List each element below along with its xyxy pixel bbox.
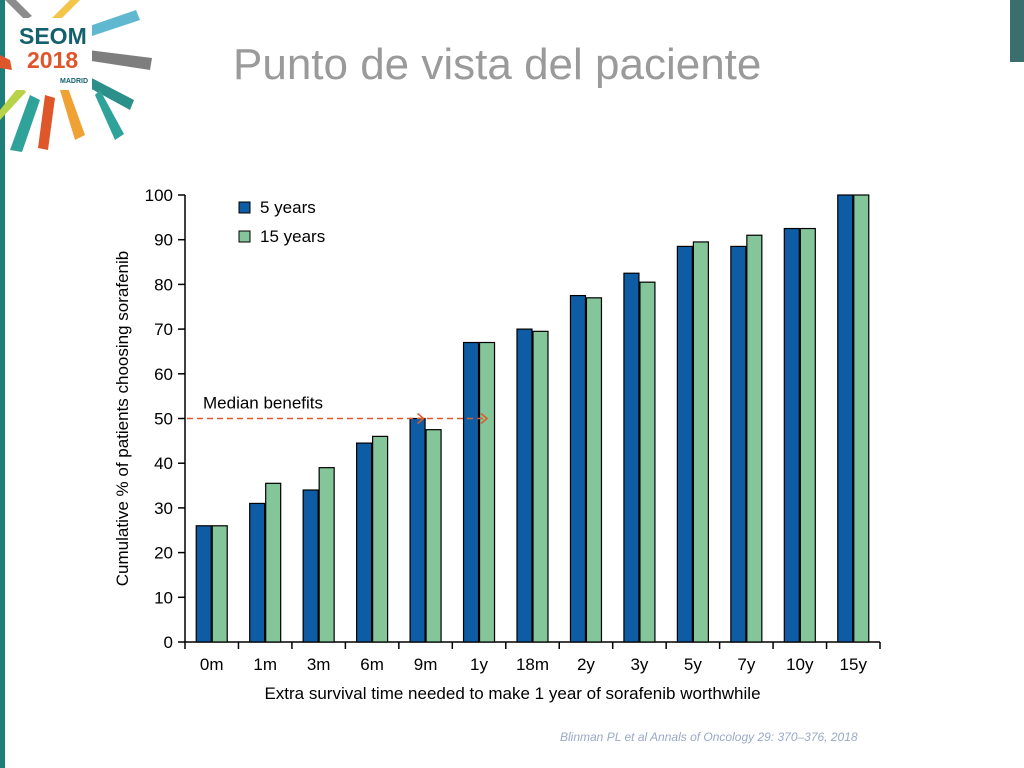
- median-arrowhead-9m: [417, 412, 425, 425]
- bar-5-years-1m: [249, 502, 266, 643]
- x-tick-label: 6m: [360, 655, 384, 674]
- bar-5-years-3y: [623, 272, 640, 643]
- bar-5-years-10y: [783, 227, 800, 643]
- bar-5-years-15y: [837, 194, 854, 643]
- logo-text-seom: SEOM: [19, 23, 87, 49]
- bar-15-years-6m: [372, 435, 389, 643]
- bar-chart: 0 10 20 30 40 50 60 70 80 90 100 0m 1m 3m 6m 9m 1y 18m 2y 3…: [113, 186, 881, 703]
- x-tick-label: 15y: [840, 655, 868, 674]
- bar-15-years-10y: [799, 227, 816, 643]
- x-tick-label: 1y: [470, 655, 488, 674]
- bar-15-years-1y: [478, 341, 496, 643]
- bar-5-years-3m: [302, 489, 319, 643]
- x-tick-label: 5y: [684, 655, 702, 674]
- logo-text-year: 2018: [27, 47, 78, 73]
- bar-15-years-2y: [585, 297, 603, 643]
- y-axis-title: Cumulative % of patients choosing sorafe…: [113, 251, 132, 586]
- y-tick-label: 70: [154, 320, 173, 339]
- x-tick-label: 2y: [577, 655, 595, 674]
- bar-15-years-7y: [746, 234, 763, 643]
- y-tick-label: 90: [154, 231, 173, 250]
- y-tick-label: 10: [154, 588, 173, 607]
- bar-15-years-18m: [532, 330, 549, 643]
- y-tick-label: 80: [154, 275, 173, 294]
- accent-bar: [0, 0, 5, 768]
- median-arrowhead-1y: [480, 412, 489, 425]
- citation: Blinman PL et al Annals of Oncology 29: …: [560, 730, 858, 744]
- y-tick-label: 30: [154, 499, 173, 518]
- x-tick-label: 9m: [414, 655, 438, 674]
- median-benefits-label: Median benefits: [203, 394, 323, 413]
- bar-15-years-5y: [692, 241, 709, 643]
- bar-15-years-9m: [425, 429, 442, 643]
- logo-text-city: MADRID: [60, 78, 88, 85]
- legend-label-15-years: 15 years: [260, 227, 325, 246]
- legend-swatch-15-years: [238, 230, 251, 243]
- bar-5-years-7y: [730, 245, 747, 643]
- y-tick-label: 40: [154, 454, 173, 473]
- legend-swatch-5-years: [238, 201, 251, 214]
- seom-logo: SEOM 2018 MADRID: [0, 0, 152, 152]
- x-tick-label: 10y: [786, 655, 814, 674]
- x-tick-label: 1m: [253, 655, 277, 674]
- bar-5-years-9m: [409, 417, 426, 643]
- x-tick-label: 0m: [200, 655, 224, 674]
- corner-tab: [1010, 0, 1024, 62]
- slide-title: Punto de vista del paciente: [233, 40, 762, 89]
- x-tick-label: 18m: [516, 655, 549, 674]
- bar-5-years-5y: [676, 245, 693, 643]
- logo-burst: [0, 0, 152, 152]
- bar-15-years-0m: [211, 525, 228, 643]
- y-tick-label: 100: [145, 186, 173, 205]
- bar-15-years-1m: [265, 482, 282, 643]
- bar-5-years-6m: [356, 442, 373, 643]
- x-tick-label: 7y: [737, 655, 755, 674]
- bar-5-years-2y: [569, 294, 587, 643]
- bar-5-years-1y: [462, 341, 480, 643]
- y-tick-label: 60: [154, 365, 173, 384]
- legend-label-5-years: 5 years: [260, 198, 316, 217]
- x-tick-label: 3y: [630, 655, 648, 674]
- bar-5-years-18m: [516, 328, 533, 643]
- bar-5-years-0m: [195, 525, 212, 643]
- y-tick-label: 0: [164, 633, 173, 652]
- bar-15-years-3y: [639, 281, 656, 643]
- bar-15-years-3m: [318, 467, 335, 643]
- y-tick-label: 50: [154, 410, 173, 429]
- bar-15-years-15y: [853, 194, 870, 643]
- x-axis-title: Extra survival time needed to make 1 yea…: [264, 684, 760, 703]
- x-tick-label: 3m: [307, 655, 331, 674]
- y-tick-label: 20: [154, 544, 173, 563]
